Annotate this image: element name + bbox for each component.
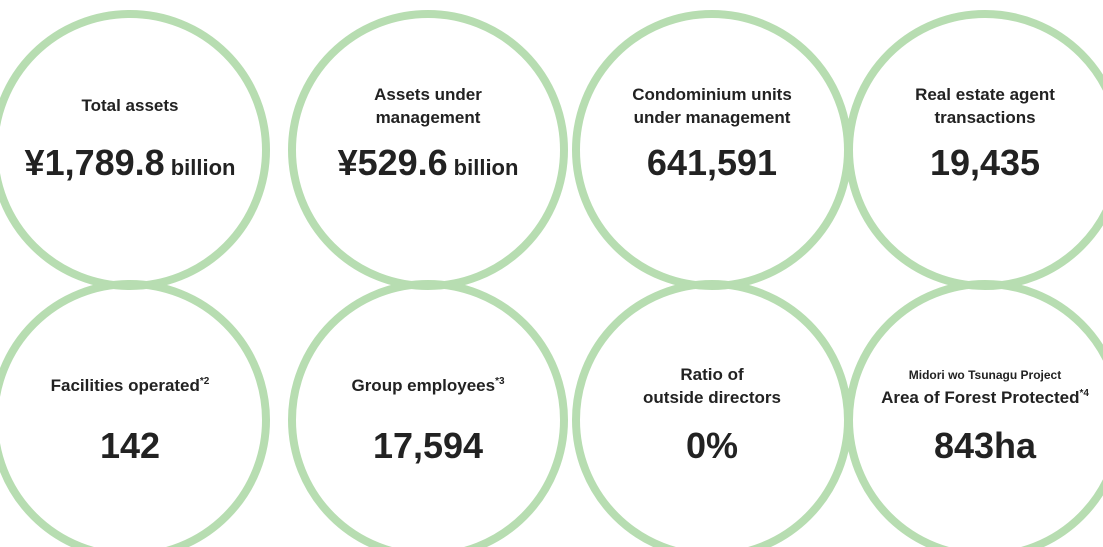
kpi-value-text: 19,435 [930,142,1040,183]
kpi-label-text: Condominium units [632,85,792,104]
kpi-label: Group employees*3 [351,376,505,395]
kpi-card: Ratio of outside directors 0% [572,280,852,547]
kpi-card: Condominium units under management 641,591 [572,10,852,290]
kpi-label-text: Group employees [351,376,495,395]
kpi-value: 17,594 [373,425,483,466]
kpi-label-text: Assets under [374,85,482,104]
kpi-card: Real estate agent transactions 19,435 [845,10,1103,290]
kpi-label-text: Area of Forest Protected [881,388,1079,407]
kpi-label: Assets under [374,85,482,104]
kpi-note: *3 [495,376,505,387]
kpi-label-text: Ratio of [680,365,744,384]
kpi-value-text: 641,591 [647,142,777,183]
kpi-value-text: 142 [100,425,160,466]
kpi-ring [572,280,852,547]
kpi-label-text: outside directors [643,388,781,407]
kpi-note: *2 [200,376,210,387]
kpi-label: Total assets [81,96,178,115]
kpi-card: Group employees*3 17,594 [288,280,568,547]
kpi-label: Facilities operated*2 [51,376,210,395]
kpi-label: Ratio of [680,365,744,384]
kpi-card: Facilities operated*2 142 [0,280,270,547]
kpi-unit: billion [171,155,236,180]
kpi-card: Assets under management ¥529.6 billion [288,10,568,290]
kpi-value-text: 0% [686,425,738,466]
kpi-label-text: under management [634,108,791,127]
kpi-ring [0,280,270,547]
kpi-value: ¥1,789.8 billion [25,142,236,183]
kpi-label: under management [634,108,791,127]
kpi-value-text: 17,594 [373,425,483,466]
kpi-label: Condominium units [632,85,792,104]
kpi-unit: billion [454,155,519,180]
kpi-value: ¥529.6 billion [338,142,519,183]
kpi-ring [288,280,568,547]
kpi-label: management [376,108,481,127]
kpi-value: 142 [100,425,160,466]
kpi-ring [845,280,1103,547]
kpi-label: outside directors [643,388,781,407]
kpi-pre: Midori wo Tsunagu Project [909,368,1061,382]
kpi-label-text: management [376,108,481,127]
kpi-value: 641,591 [647,142,777,183]
kpi-value: 843ha [934,425,1037,466]
kpi-card: Total assets ¥1,789.8 billion [0,10,270,290]
kpi-value: 0% [686,425,738,466]
kpi-note: *4 [1079,388,1089,399]
kpi-label-text: Facilities operated [51,376,200,395]
kpi-label-text: transactions [934,108,1035,127]
kpi-value: 19,435 [930,142,1040,183]
kpi-label-text: Real estate agent [915,85,1055,104]
kpi-value-text: ¥1,789.8 [25,142,165,183]
kpi-label: Real estate agent [915,85,1055,104]
kpi-value-text: 843ha [934,425,1037,466]
kpi-label: Area of Forest Protected*4 [881,388,1089,407]
kpi-label: transactions [934,108,1035,127]
kpi-card: Area of Forest Protected*4 Midori wo Tsun… [845,280,1103,547]
kpi-value-text: ¥529.6 [338,142,448,183]
kpi-label-text: Total assets [81,96,178,115]
